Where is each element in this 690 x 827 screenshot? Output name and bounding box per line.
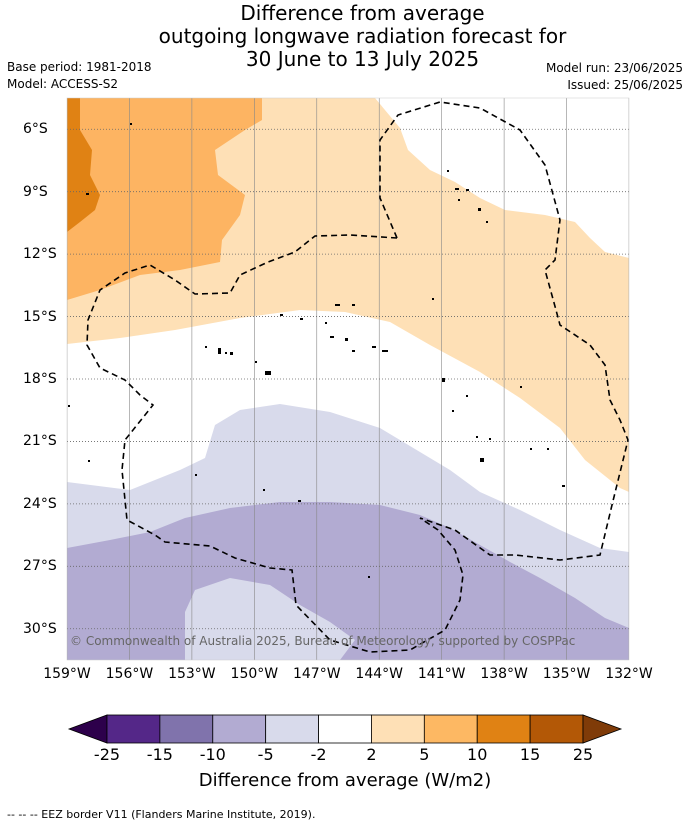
- base-period: Base period: 1981-2018: [7, 60, 152, 74]
- colorbar-segment: [106, 714, 161, 744]
- y-tick-label: 9°S: [23, 183, 48, 200]
- band-m5-m2-pocket: [185, 578, 355, 660]
- y-tick-label: 6°S: [23, 121, 48, 138]
- colorbar-label: Difference from average (W/m2): [198, 770, 492, 791]
- chart-title: Difference from average outgoing longwav…: [0, 2, 690, 71]
- model-run: Model run: 23/06/2025: [545, 61, 683, 75]
- y-tick-label: 15°S: [23, 308, 57, 325]
- y-tick-label: 21°S: [23, 433, 57, 450]
- copyright-notice: © Commonwealth of Australia 2025, Bureau…: [70, 634, 576, 648]
- y-tick-label: 30°S: [23, 620, 57, 637]
- colorbar-tick-label: 2: [366, 745, 377, 764]
- band-10-15: [67, 98, 100, 232]
- colorbar-segment: [212, 714, 267, 744]
- x-tick-label: 150°W: [230, 666, 279, 682]
- colorbar-segment: [265, 714, 319, 744]
- gridlines: [67, 98, 629, 660]
- colorbar-segment: [159, 714, 214, 744]
- colorbar-segment: [476, 714, 531, 744]
- title-line-2: outgoing longwave radiation forecast for: [158, 24, 567, 48]
- colorbar-tick-label: -5: [257, 745, 274, 764]
- colorbar-tick-label: 15: [519, 745, 541, 764]
- model-name: Model: ACCESS-S2: [7, 77, 119, 91]
- colorbar-segment: [529, 714, 584, 744]
- colorbar-tick-label: -10: [199, 745, 226, 764]
- y-tick-label: 24°S: [23, 495, 57, 512]
- x-tick-label: 141°W: [417, 666, 466, 682]
- colorbar-segment: [318, 714, 372, 744]
- title-line-1: Difference from average: [240, 1, 485, 25]
- colorbar-tick-label: 5: [419, 745, 430, 764]
- eez-borders: [86, 101, 629, 653]
- y-tick-label: 12°S: [23, 246, 57, 263]
- title-line-3: 30 June to 13 July 2025: [245, 47, 480, 71]
- x-tick-label: 138°W: [480, 666, 528, 682]
- colorbar-tick-label: -2: [310, 745, 327, 764]
- x-tick-label: 132°W: [605, 666, 653, 682]
- x-tick-label: 153°W: [168, 666, 216, 682]
- meta-right: Model run: 23/06/2025 Issued: 25/06/2025: [546, 60, 683, 94]
- band-neutral-north: [375, 98, 629, 258]
- colorbar-tick-label: -15: [146, 745, 173, 764]
- colorbar-segment: [423, 714, 478, 744]
- x-tick-label: 147°W: [292, 666, 341, 682]
- x-tick-label: 156°W: [105, 666, 154, 682]
- y-tick-label: 27°S: [23, 558, 57, 575]
- islands: [68, 123, 565, 578]
- colorbar-tick-label: -25: [93, 745, 121, 764]
- colorbar-tick-label: 25: [572, 745, 594, 764]
- colorbar-extend-low: [67, 714, 108, 744]
- colorbar-segment: [371, 714, 425, 744]
- band-5-10: [67, 98, 262, 300]
- meta-left: Base period: 1981-2018 Model: ACCESS-S2: [7, 59, 152, 93]
- x-tick-label: 144°W: [355, 666, 404, 682]
- colorbar-tick-label: 10: [467, 745, 488, 764]
- issued-date: Issued: 25/06/2025: [567, 78, 683, 92]
- map-plot: [66, 97, 630, 661]
- eez-border-legend: -- -- -- EEZ border V11 (Flanders Marine…: [7, 808, 316, 821]
- colorbar-extend-high: [582, 714, 623, 744]
- x-tick-label: 135°W: [542, 666, 591, 682]
- x-tick-label: 159°W: [43, 666, 91, 682]
- y-tick-label: 18°S: [23, 371, 57, 387]
